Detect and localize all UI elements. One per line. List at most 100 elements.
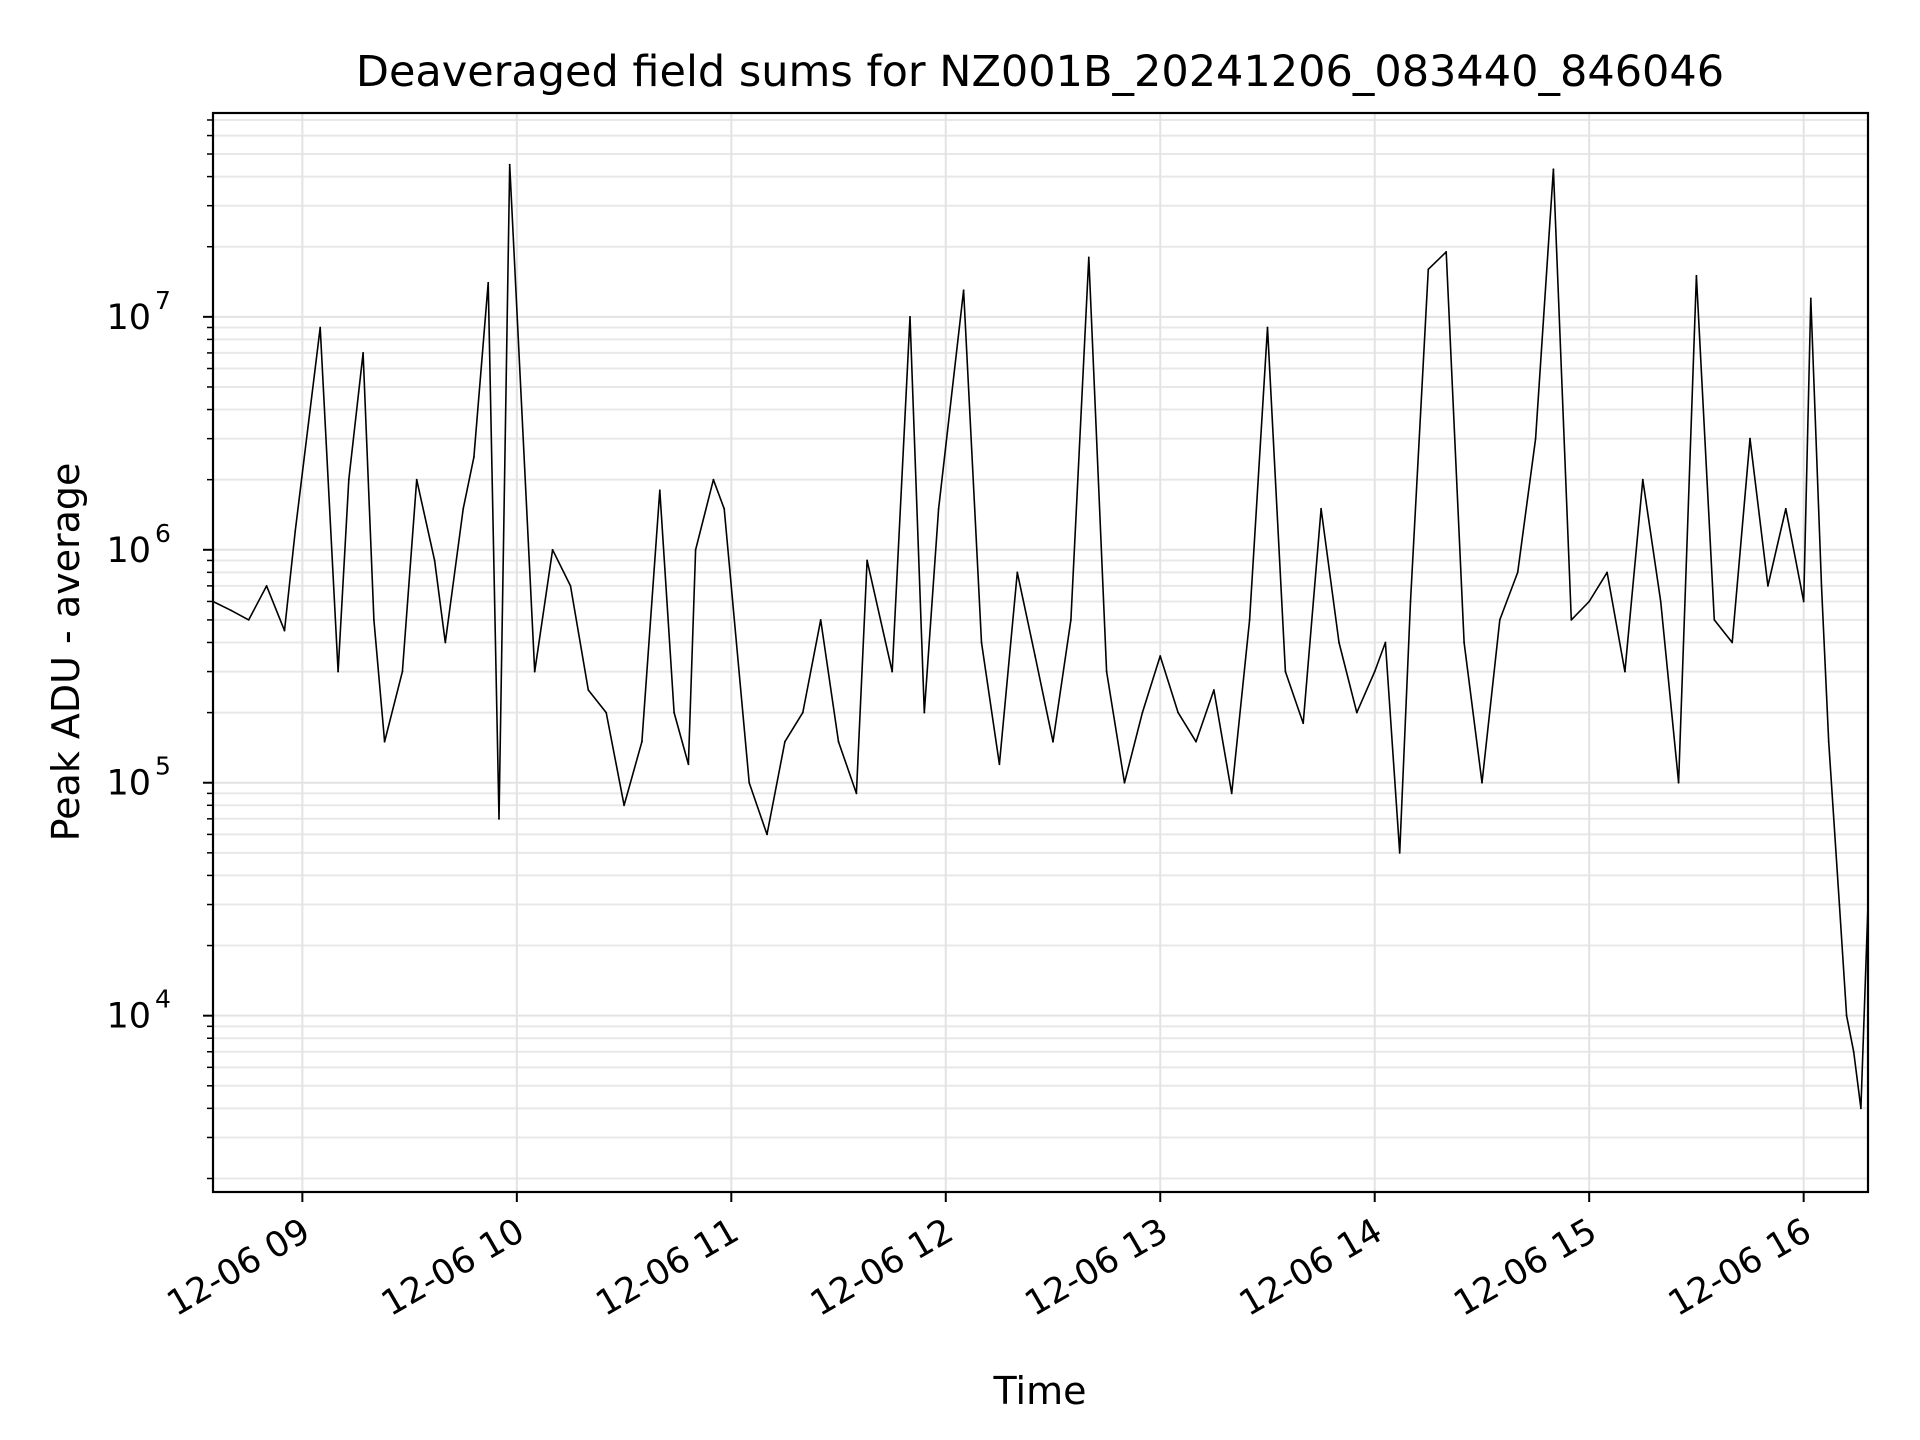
data-point [1398,851,1401,854]
data-point [337,670,340,673]
y-tick-label: 10 [106,298,151,338]
data-point [1177,711,1180,714]
data-point [1195,740,1197,743]
data-point [319,326,322,329]
data-point [1427,268,1430,271]
data-point [1606,571,1608,574]
data-point [623,804,625,807]
y-tick-exponent: 7 [155,286,171,315]
data-point [1302,722,1305,725]
data-point [1284,670,1287,673]
data-point [372,619,375,621]
data-point [1141,711,1144,714]
data-point [1695,274,1698,277]
plot-frame [211,111,1870,1194]
data-point [1767,584,1769,587]
data-point [712,478,715,481]
data-point [1338,641,1340,644]
data-point [909,315,911,318]
data-point [283,629,286,632]
data-point [444,641,447,644]
data-point [723,507,726,510]
data-point [401,670,404,673]
y-axis-label: Peak ADU - average [44,463,88,842]
data-point [1827,740,1830,743]
data-point [866,559,869,562]
data-point [748,781,751,784]
y-tick-exponent: 6 [155,519,171,548]
y-tick-label: 10 [106,531,151,571]
data-point [551,548,554,551]
data-point [473,456,475,458]
y-tick-label: 10 [106,764,151,804]
data-point [1212,689,1215,691]
y-tick-exponent: 4 [155,985,171,1014]
data-point [294,530,297,533]
data-point [1852,1050,1855,1053]
data-point [487,281,490,284]
data-point [1320,507,1322,510]
data-point [1498,619,1501,621]
data-point [641,740,643,743]
data-point [433,559,436,562]
chart-title: Deaveraged field sums for NZ001B_2024120… [356,47,1724,97]
data-point [998,763,1001,766]
data-point [658,489,661,492]
data-point [1624,670,1626,673]
data-point [362,352,365,354]
data-point [1534,437,1537,440]
data-point [1409,600,1412,603]
data-point [801,711,804,714]
data-point [1809,297,1812,300]
data-point [247,619,250,621]
data-point [1463,641,1465,644]
data-point [1123,781,1126,784]
data-point [962,289,965,292]
data-point [1087,256,1090,259]
data-point [1802,600,1805,603]
data-point [855,792,858,795]
data-point [569,584,572,587]
data-point [687,763,690,766]
data-point [1838,903,1841,906]
data-point [1105,670,1108,673]
data-point [766,833,768,836]
data-point [1373,670,1376,673]
data-point [937,507,940,510]
data-point [1570,619,1573,621]
data-point [415,478,418,481]
data-point [1749,437,1751,440]
data-point [1552,168,1555,171]
data-point [533,670,536,673]
data-point [1384,641,1387,644]
data-point [462,507,465,510]
data-point [1355,711,1358,714]
data-point [1588,600,1591,603]
x-axis-label: Time [993,1369,1087,1413]
data-point [1641,478,1644,481]
data-point [1266,326,1269,329]
data-point [1481,781,1483,784]
data-point [837,740,840,743]
y-tick-label: 10 [106,997,151,1037]
data-point [347,478,350,481]
data-point [229,609,232,612]
y-tick-exponent: 5 [155,752,171,781]
data-point [1069,619,1072,621]
data-point [1516,571,1519,574]
data-series-layer [212,163,1869,1110]
data-point [673,711,676,714]
data-point [891,670,894,673]
data-point [980,641,983,644]
data-point [1052,740,1054,743]
data-point [1713,619,1716,621]
grid [213,113,1868,1192]
data-point [1159,655,1162,657]
data-point [383,740,386,743]
data-point [1820,584,1823,587]
data-point [1445,251,1448,253]
data-point [1034,655,1037,657]
data-point [923,711,926,714]
